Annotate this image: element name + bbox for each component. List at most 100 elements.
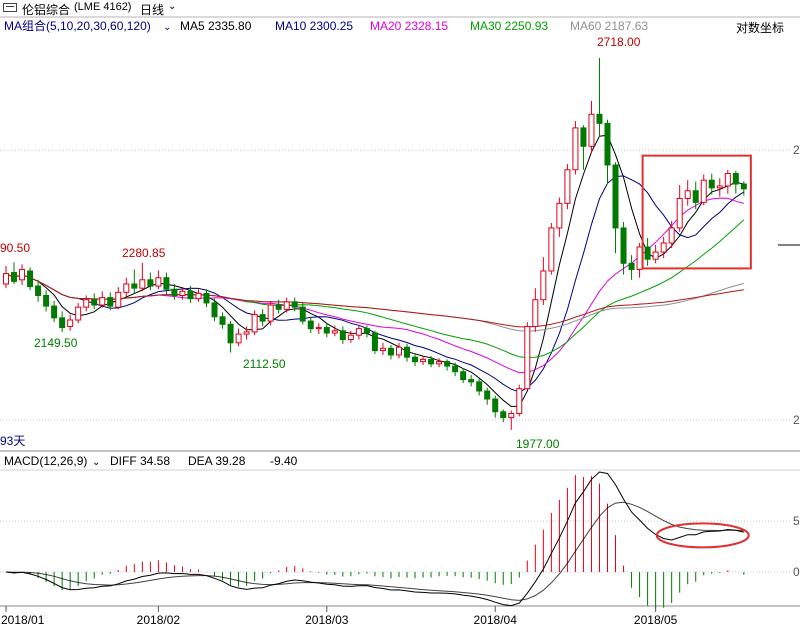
chevron-down-icon[interactable]: ⌄ (168, 1, 177, 12)
candle-up (508, 412, 515, 419)
candle-down (131, 283, 138, 289)
chevron-down-icon[interactable]: ⌄ (163, 22, 171, 33)
x-tick-label: 2018/02 (137, 613, 181, 627)
days-label: 93天 (0, 434, 25, 448)
diff-line (5, 471, 744, 607)
x-tick-label: 2018/01 (1, 613, 45, 627)
ma20-label: MA20 2328.15 (370, 19, 448, 33)
candle-down (291, 301, 298, 308)
candle-up (395, 346, 402, 356)
candle-down (275, 304, 282, 310)
right-price-tick-lower: 2 (793, 413, 800, 427)
title-bar: 伦铝综合 (LME 4162) 日线 ⌄ (0, 0, 800, 17)
candle-up (235, 333, 242, 344)
candle-down (339, 330, 346, 341)
candle-up (267, 304, 274, 322)
candle-up (243, 331, 250, 335)
ma30-label: MA30 2250.93 (470, 19, 548, 33)
candle-down (404, 346, 410, 358)
candle-up (636, 246, 643, 270)
macd-right-tick-lower: 0 (793, 565, 800, 579)
candle-down (11, 272, 18, 282)
candle-down (500, 411, 507, 419)
ma5-line (5, 134, 744, 408)
macd-right-tick-upper: 5 (793, 514, 800, 528)
candle-up (331, 330, 338, 334)
instrument-name: 伦铝综合 (22, 3, 71, 17)
candle-up (99, 297, 106, 306)
candle-down (620, 227, 627, 264)
ma-legend: MA组合(5,10,20,30,60,120) ⌄ MA5 2335.80 MA… (4, 18, 784, 35)
candle-up (436, 361, 443, 365)
candle-down (203, 292, 210, 304)
candle-down (580, 127, 587, 147)
candle-down (107, 297, 114, 307)
peak1-price-label: 2280.85 (122, 246, 166, 260)
candle-down (452, 365, 459, 373)
candle-up (179, 290, 186, 297)
candle-down (484, 390, 491, 400)
ma120-line (5, 273, 744, 328)
moving-average-lines (5, 134, 745, 408)
macd-legend: MACD(12,26,9) ⌄ DIFF 34.58 DEA 39.28 -9.… (4, 454, 800, 579)
candle-up (588, 113, 595, 147)
candle-down (644, 246, 651, 260)
candle-up (139, 279, 146, 289)
dea-line (5, 501, 744, 601)
candle-up (716, 185, 723, 189)
x-tick-label: 2018/03 (305, 613, 349, 627)
candle-down (163, 277, 170, 290)
x-tick-label: 2018/05 (634, 613, 678, 627)
candle-up (572, 127, 579, 171)
candle-down (476, 381, 483, 392)
candle-down (732, 173, 739, 185)
candle-up (67, 319, 74, 327)
instrument-code: (LME 4162) (74, 1, 132, 13)
trough2-price-label: 2112.50 (243, 357, 286, 371)
candle-down (468, 379, 475, 383)
candle-down (708, 179, 715, 189)
macd-value-label: -9.40 (270, 454, 298, 468)
highlight-ellipse (655, 522, 750, 549)
candlesticks (3, 57, 747, 430)
candle-up (355, 328, 362, 336)
candle-up (123, 283, 130, 293)
candle-up (347, 334, 354, 341)
chevron-down-icon[interactable]: ⌄ (92, 457, 100, 468)
x-axis: 2018/01 2018/02 2018/03 2018/04 2018/05 (1, 606, 678, 627)
candle-down (59, 317, 66, 329)
macd-dea-label: DEA 39.28 (188, 454, 246, 468)
candle-down (147, 279, 154, 287)
high-price-label: 2718.00 (597, 35, 641, 49)
annotations (641, 154, 752, 549)
candle-up (700, 179, 707, 203)
candle-up (724, 173, 731, 187)
candle-down (460, 371, 467, 381)
period-selector[interactable]: 日线 (140, 3, 165, 17)
trough1-price-label: 2149.50 (34, 336, 78, 350)
ma5-label: MA5 2335.80 (180, 19, 252, 33)
candle-down (612, 164, 619, 229)
ma-group-label[interactable]: MA组合(5,10,20,30,60,120) (4, 18, 151, 33)
low-price-label: 1977.00 (516, 437, 560, 451)
candle-down (371, 332, 378, 352)
candle-down (387, 347, 394, 356)
candle-up (251, 314, 258, 333)
candle-down (27, 270, 34, 288)
highlight-rectangle (641, 154, 752, 270)
window-icon[interactable] (3, 3, 17, 12)
candle-up (195, 292, 202, 300)
candle-down (219, 316, 226, 325)
candle-down (596, 113, 603, 124)
right-price-tick-upper: 2 (793, 143, 800, 157)
candle-down (604, 122, 611, 166)
macd-histogram (13, 475, 745, 609)
macd-lines (5, 471, 744, 607)
candle-up (676, 197, 683, 229)
candle-up (3, 273, 9, 285)
candle-up (652, 251, 659, 260)
macd-title[interactable]: MACD(12,26,9) (4, 454, 87, 468)
candle-up (564, 169, 571, 204)
log-axis-label[interactable]: 对数坐标 (736, 20, 784, 35)
candle-down (363, 328, 370, 334)
